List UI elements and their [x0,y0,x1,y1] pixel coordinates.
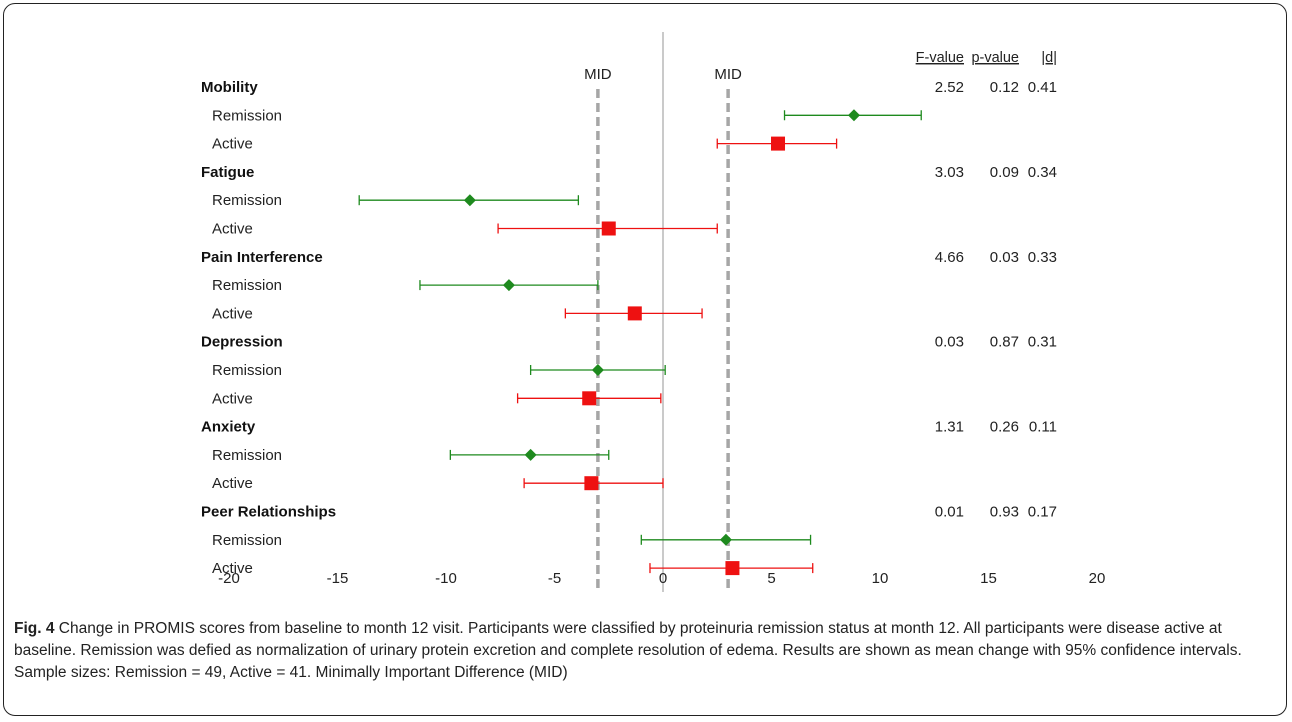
x-tick-label: 20 [1089,570,1106,587]
stat-value: 0.03 [990,249,1019,266]
estimate-marker-diamond [524,448,537,461]
estimate-marker-diamond [719,533,732,546]
row-label: Remission [212,362,282,379]
row-label: Active [212,221,253,238]
estimate-marker-square [582,391,597,406]
stat-column-header: F-value [916,50,964,66]
stat-value: 0.09 [990,164,1019,181]
group-label: Fatigue [201,164,254,181]
figure-caption-text: Change in PROMIS scores from baseline to… [14,620,1242,681]
row-label: Active [212,136,253,153]
group-label: Peer Relationships [201,504,336,521]
row-label: Active [212,475,253,492]
estimate-marker-square [601,221,616,236]
figure-label: Fig. 4 [14,620,55,637]
row-label: Active [212,560,253,577]
stat-value: 0.87 [990,334,1019,351]
estimate-marker-square [584,476,599,491]
estimate-marker-square [771,136,786,151]
estimate-marker-diamond [591,364,604,376]
group-label: Pain Interference [201,249,323,266]
row-label: Remission [212,277,282,294]
row-label: Remission [212,192,282,209]
row-label: Active [212,305,253,322]
stat-value: 0.41 [1028,79,1057,96]
group-label: Anxiety [201,419,256,436]
stat-value: 3.03 [935,164,964,181]
stat-value: 0.34 [1028,164,1057,181]
stat-value: 2.52 [935,79,964,96]
stat-value: 0.93 [990,504,1019,521]
row-label: Remission [212,532,282,549]
stat-value: 0.01 [935,504,964,521]
stat-value: 0.11 [1029,419,1057,436]
row-label: Active [212,390,253,407]
x-tick-label: -15 [327,570,349,587]
mid-label: MID [714,66,742,83]
estimate-marker-diamond [463,194,476,207]
x-tick-label: -10 [435,570,457,587]
group-label: Depression [201,334,283,351]
figure-caption: Fig. 4 Change in PROMIS scores from base… [14,618,1282,684]
stat-value: 0.26 [990,419,1019,436]
stat-column-header: |d| [1041,50,1057,66]
x-tick-label: 10 [872,570,889,587]
x-tick-label: -5 [548,570,561,587]
x-tick-label: -20 [218,570,240,587]
stat-column-header: p-value [971,50,1019,66]
row-label: Remission [212,447,282,464]
x-tick-label: 0 [659,570,667,587]
estimate-marker-diamond [502,279,515,292]
stat-value: 0.03 [935,334,964,351]
stat-value: 0.12 [990,79,1019,96]
estimate-marker-square [627,306,642,321]
mid-label: MID [584,66,612,83]
row-label: Remission [212,107,282,124]
x-tick-label: 5 [767,570,775,587]
group-label: Mobility [201,79,258,96]
figure-frame: MID MID -20 -15 -10 -5 0 5 10 15 20 F-value p-value |… [3,3,1287,716]
estimate-marker-diamond [847,109,860,122]
stat-value: 4.66 [935,249,964,266]
x-tick-label: 15 [980,570,997,587]
stat-value: 0.31 [1028,334,1057,351]
stat-value: 1.31 [935,419,964,436]
forest-plot: MID MID -20 -15 -10 -5 0 5 10 15 20 F-value p-value |… [201,32,1106,592]
estimate-marker-square [725,561,740,576]
stat-value: 0.33 [1028,249,1057,266]
stat-value: 0.17 [1028,504,1057,521]
